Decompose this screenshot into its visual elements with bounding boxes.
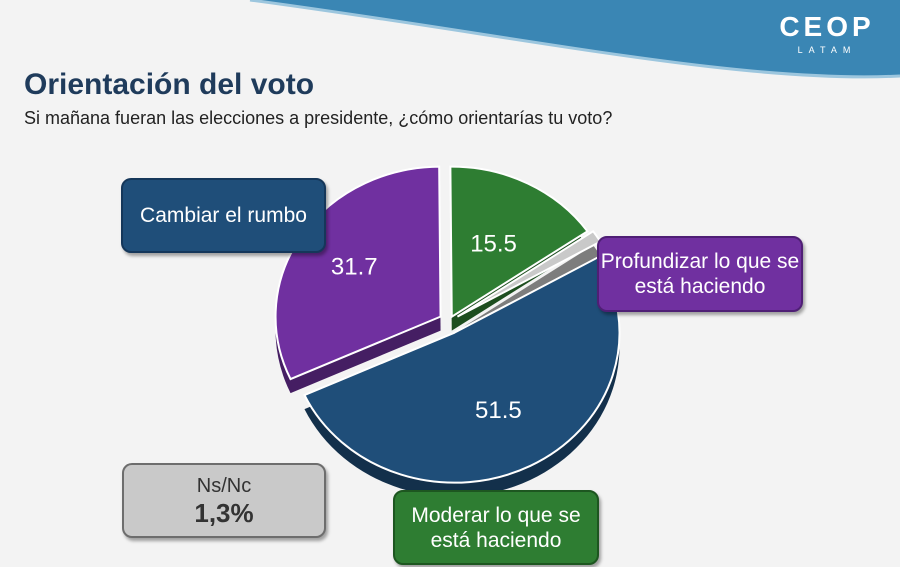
brand-sub: LATAM [797,45,857,55]
brand-logo: CEOP LATAM [772,10,882,56]
callout-cambiar-el-rumbo: Cambiar el rumbo [121,178,326,253]
brand-name: CEOP [779,11,875,42]
callout-cambiar-label: Cambiar el rumbo [140,204,307,227]
callout-moderar-label: Moderar lo que se está haciendo [411,503,581,552]
pie-slice-moderar [449,165,589,319]
pie-value-label-cambiar: 51.5 [475,397,522,424]
callout-nsnc-value: 1,3% [194,497,254,528]
callout-profundizar-label: Profundizar lo que se está haciendo [600,250,800,298]
pie-slice-cambiar [303,256,621,484]
callout-profundizar: Profundizar lo que se está haciendo [597,236,803,312]
pie-slice-side-nsnc [457,245,601,331]
page-title: Orientación del voto [24,68,315,101]
callout-nsnc: Ns/Nc 1,3% [122,463,326,538]
page-subtitle: Si mañana fueran las elecciones a presid… [24,108,613,128]
callout-moderar: Moderar lo que se está haciendo [393,490,599,565]
pie-value-label-moderar: 15.5 [470,230,517,257]
header-band [249,0,900,79]
callout-nsnc-label: Ns/Nc [196,474,252,497]
pie-value-label-profundizar: 31.7 [331,254,378,281]
